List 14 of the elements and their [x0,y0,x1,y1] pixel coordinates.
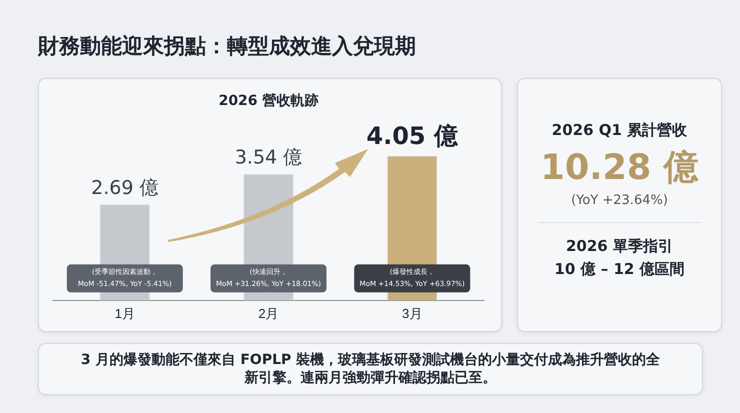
data-label: 4.05 億 [366,122,459,150]
x-tick-label: 3月 [402,306,422,321]
x-tick-label: 2月 [258,306,279,321]
text: 3 月的爆發動能不僅來自 FOPLP 裝機，玻璃基板研發測試機台的小量交付成為推升營收的全新引擎。連兩月強勁彈升確認拐點已至。 [38,343,703,395]
data-label: 3.54 億 [234,146,302,168]
text: 2026 Q1 累計營收 [550,121,688,140]
x-tick-label: 1月 [114,306,135,321]
text: (YoY +23.64%) [570,193,669,208]
data-label: 2.69 億 [91,176,159,199]
chart-title: 財務動能迎來拐點：轉型成效進入兌現期 [38,33,416,60]
text: 10.28 億 [540,147,700,190]
text: 10 億 – 12 億區間 [553,259,686,280]
text: 2026 單季指引 [565,236,674,257]
chart-subtitle: 2026 營收軌跡 [218,92,318,110]
